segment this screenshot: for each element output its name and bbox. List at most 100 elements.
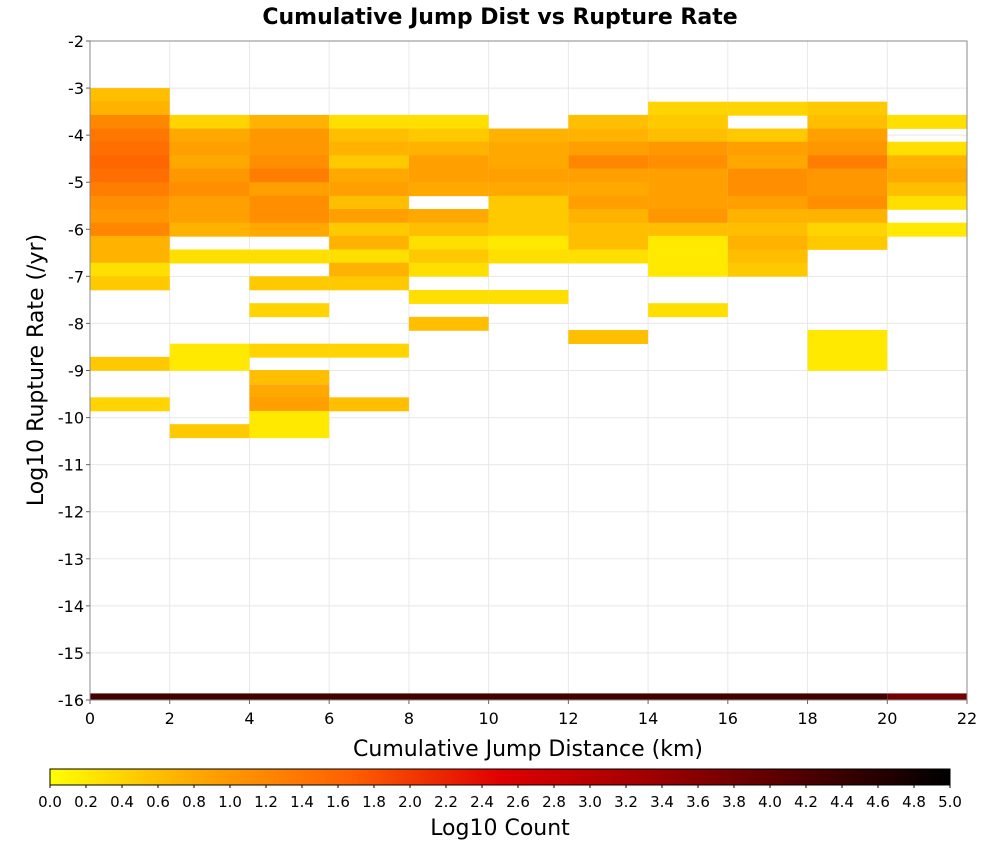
x-tick-label: 6 — [324, 709, 334, 728]
colorbar — [49, 768, 951, 786]
y-tick-label: -2 — [68, 32, 84, 51]
colorbar-tick-label: 2.2 — [434, 793, 458, 811]
colorbar-tick-label: 0.4 — [110, 793, 134, 811]
colorbar-tick-label: 4.2 — [794, 793, 818, 811]
heatmap-cell — [807, 182, 888, 197]
heatmap-cell — [249, 155, 330, 170]
heatmap-cell — [329, 343, 409, 358]
heatmap-cell — [488, 168, 569, 183]
heatmap-cell — [249, 114, 330, 129]
heatmap-cell — [807, 114, 888, 129]
heatmap-cell — [807, 168, 888, 183]
heatmap-cell — [169, 249, 250, 264]
heatmap-cell — [807, 330, 888, 344]
heatmap-cell — [648, 101, 728, 116]
heatmap-cell — [727, 128, 808, 143]
heatmap-cells — [90, 88, 967, 700]
colorbar-tick-label: 2.8 — [542, 793, 566, 811]
heatmap-cell — [408, 155, 489, 170]
y-axis-label: Log10 Rupture Rate (/yr) — [24, 234, 49, 506]
colorbar-tick-label: 3.0 — [578, 793, 602, 811]
heatmap-cell — [887, 195, 967, 210]
x-tick-label: 2 — [165, 709, 175, 728]
heatmap-cell — [807, 141, 888, 156]
heatmap-cell — [169, 195, 250, 210]
heatmap-cell — [90, 195, 170, 210]
colorbar-tick-label: 4.8 — [902, 793, 926, 811]
heatmap-cell — [648, 114, 728, 129]
x-tick-label: 10 — [478, 709, 498, 728]
heatmap-cell — [488, 141, 569, 156]
heatmap-cell — [169, 343, 250, 358]
heatmap-cell — [568, 114, 649, 129]
heatmap-cell — [568, 330, 649, 344]
colorbar-tick-label: 0.2 — [74, 793, 98, 811]
x-tick-label: 0 — [85, 709, 95, 728]
heatmap-cell — [488, 155, 569, 170]
y-axis-ticks: -2 -3 -4 -5 -6 -7 -8 -9 -10 -11 -12 -13 -14 -15 -16 — [58, 32, 90, 710]
colorbar-label: Log10 Count — [430, 816, 570, 841]
heatmap-cell — [249, 384, 330, 399]
heatmap-cell — [568, 141, 649, 156]
heatmap-cell — [807, 235, 888, 250]
heatmap-cell — [568, 182, 649, 197]
heatmap-cell — [568, 168, 649, 183]
heatmap-cell — [408, 209, 489, 224]
x-axis-label: Cumulative Jump Distance (km) — [353, 737, 703, 762]
heatmap-cell — [249, 209, 330, 224]
colorbar-tick-label: 1.6 — [326, 793, 350, 811]
y-tick-label: -9 — [68, 362, 84, 381]
heatmap-cell — [727, 168, 808, 183]
heatmap-cell — [169, 424, 250, 439]
heatmap-cell — [249, 303, 330, 318]
heatmap-cell — [408, 182, 489, 197]
heatmap-cell — [249, 168, 330, 183]
heatmap-cell — [408, 222, 489, 237]
heatmap-cell — [249, 276, 330, 291]
heatmap-cell — [90, 249, 170, 264]
x-tick-label: 22 — [957, 709, 977, 728]
heatmap-cell — [329, 195, 409, 210]
y-tick-label: -13 — [58, 550, 84, 569]
heatmap-cell — [568, 235, 649, 250]
heatmap-cell — [648, 235, 728, 250]
heatmap-cell — [169, 222, 250, 237]
heatmap-cell — [727, 182, 808, 197]
heatmap-cell — [329, 235, 409, 250]
heatmap-cell — [329, 141, 409, 156]
heatmap-cell — [329, 168, 409, 183]
heatmap-cell — [488, 128, 569, 143]
heatmap-cell — [727, 155, 808, 170]
heatmap-cell — [807, 356, 888, 371]
y-tick-label: -15 — [58, 644, 84, 663]
heatmap-cell — [727, 209, 808, 224]
heatmap-cell — [169, 141, 250, 156]
heatmap-cell — [249, 370, 330, 384]
heatmap-cell — [90, 222, 170, 237]
y-tick-label: -8 — [68, 314, 84, 333]
colorbar-tick-label: 0.6 — [146, 793, 170, 811]
heatmap-cell — [90, 155, 170, 170]
heatmap-cell — [648, 262, 728, 277]
heatmap-cell — [249, 410, 330, 425]
heatmap-cell — [727, 101, 808, 116]
heatmap-cell — [727, 262, 808, 277]
heatmap-cell — [329, 114, 409, 129]
colorbar-tick-label: 1.0 — [218, 793, 242, 811]
colorbar-tick-label: 5.0 — [938, 793, 962, 811]
heatmap-cell — [329, 128, 409, 143]
heatmap-cell-bottom-band — [90, 693, 888, 700]
colorbar-tick-label: 2.6 — [506, 793, 530, 811]
x-tick-label: 4 — [244, 709, 254, 728]
colorbar-tick-label: 1.8 — [362, 793, 386, 811]
heatmap-cell — [488, 235, 569, 250]
heatmap-cell — [169, 356, 250, 371]
heatmap-cell — [807, 343, 888, 358]
colorbar-tick-label: 2.0 — [398, 793, 422, 811]
x-tick-label: 8 — [404, 709, 414, 728]
heatmap-cell — [568, 128, 649, 143]
heatmap-cell — [488, 195, 569, 210]
heatmap-cell — [648, 222, 728, 237]
heatmap-cell — [648, 128, 728, 143]
